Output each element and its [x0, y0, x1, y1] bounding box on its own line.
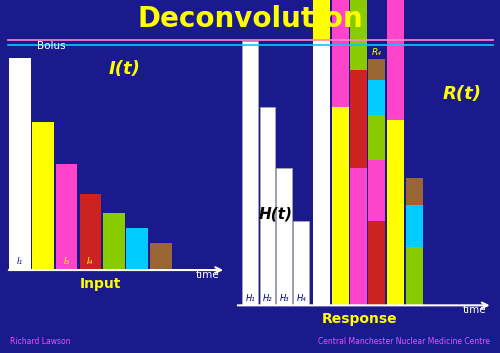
Bar [387, 0, 404, 120]
Text: I₃: I₃ [64, 257, 70, 266]
Bar [350, 168, 367, 305]
Text: Response: Response [322, 312, 398, 326]
Text: Bolus: Bolus [36, 41, 65, 51]
Bar [368, 221, 386, 305]
Bar [56, 164, 78, 270]
Text: Input: Input [80, 277, 120, 291]
Text: H₃: H₃ [280, 294, 289, 303]
Bar [368, 80, 386, 115]
Bar [150, 243, 172, 270]
Text: I₄: I₄ [87, 257, 94, 266]
Bar [368, 160, 386, 221]
Text: Central Manchester Nuclear Medicine Centre: Central Manchester Nuclear Medicine Cent… [318, 337, 490, 346]
Text: H₄: H₄ [296, 294, 306, 303]
Text: I(t): I(t) [109, 60, 141, 78]
Text: R(t): R(t) [443, 85, 482, 103]
Text: I₂: I₂ [40, 257, 46, 266]
Text: I₁: I₁ [16, 257, 23, 266]
Text: R₄: R₄ [372, 48, 382, 56]
Bar [276, 168, 292, 305]
Bar [406, 178, 422, 205]
Text: Deconvolution: Deconvolution [137, 5, 363, 34]
Text: H₂: H₂ [262, 294, 272, 303]
Bar [103, 213, 124, 270]
Text: H(t): H(t) [259, 207, 293, 222]
Bar [126, 228, 148, 270]
Bar [80, 194, 101, 270]
Bar [332, 107, 348, 305]
Bar [332, 0, 348, 107]
Bar [350, 70, 367, 168]
Bar [260, 107, 275, 305]
Bar [32, 122, 54, 270]
Bar [313, 41, 330, 305]
Bar [368, 59, 386, 80]
Text: time: time [462, 305, 486, 315]
Text: Richard Lawson: Richard Lawson [10, 337, 70, 346]
Bar [406, 247, 422, 305]
Bar [387, 120, 404, 305]
Bar [294, 221, 309, 305]
Text: time: time [196, 270, 219, 280]
Bar [9, 58, 30, 270]
Text: H₁: H₁ [246, 294, 255, 303]
Bar [242, 41, 258, 305]
Bar [313, 0, 330, 41]
Bar [350, 0, 367, 70]
Bar [368, 115, 386, 160]
Bar [406, 205, 422, 247]
